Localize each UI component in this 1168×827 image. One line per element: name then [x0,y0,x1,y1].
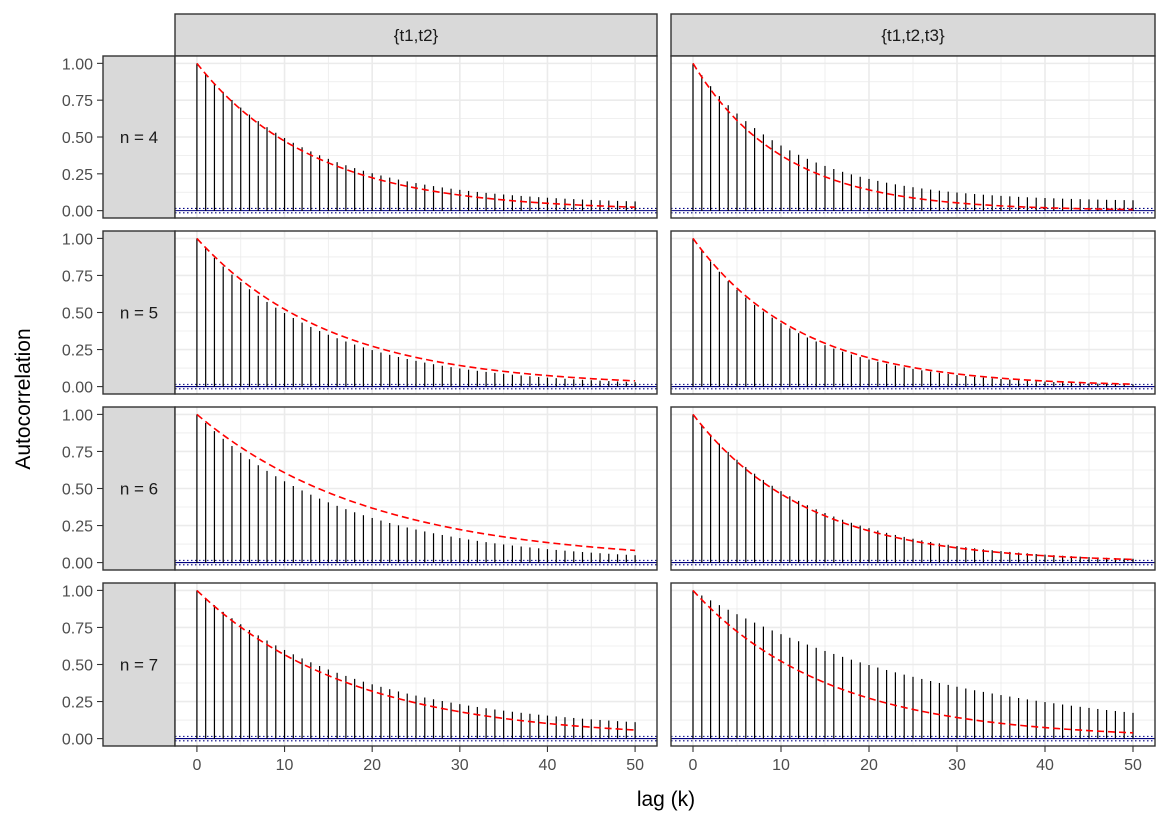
y-tick-label: 1.00 [62,407,93,424]
theoretical-curve [692,589,1134,734]
panel-border [670,55,1156,219]
column-strip-label: {t1,t2,t3} [881,26,945,45]
y-tick-label: 1.00 [62,231,93,248]
row-strip-label: n = 6 [120,480,158,499]
y-tick-label: 0.00 [62,556,93,573]
y-tick-label: 1.00 [62,56,93,73]
row-strip-label: n = 4 [120,128,158,147]
theoretical-curve [692,237,1134,385]
y-tick-label: 0.00 [62,732,93,749]
row-strip-label: n = 7 [120,656,158,675]
x-tick-label: 30 [451,757,469,774]
y-tick-label: 0.50 [62,658,93,675]
row-strip-label: n = 5 [120,304,158,323]
x-tick-label: 0 [192,757,201,774]
panel-border [670,406,1156,571]
x-tick-label: 40 [1036,757,1054,774]
row-strip [102,230,176,395]
y-tick-label: 0.50 [62,482,93,499]
panel-border [670,582,1156,747]
x-tick-label: 20 [363,757,381,774]
x-tick-label: 20 [860,757,878,774]
x-tick-label: 40 [539,757,557,774]
x-tick-label: 10 [772,757,790,774]
y-tick-label: 0.00 [62,380,93,397]
y-tick-label: 0.75 [62,620,93,637]
y-tick-label: 0.75 [62,93,93,110]
panel-border [174,406,658,571]
y-axis-title: Autocorrelation [12,328,35,469]
theoretical-curve [692,62,1134,211]
panel-border [174,230,658,395]
y-tick-label: 0.25 [62,167,93,184]
x-tick-label: 0 [689,757,698,774]
theoretical-curve [196,589,636,731]
theoretical-curve [196,413,636,552]
y-tick-label: 0.50 [62,130,93,147]
y-tick-label: 0.75 [62,268,93,285]
row-strip [102,55,176,219]
theoretical-curve [692,413,1134,561]
panel-border [670,230,1156,395]
column-strip-label: {t1,t2} [394,26,439,45]
theoretical-curve [196,237,636,382]
panel-border [174,55,658,219]
x-axis-title: lag (k) [637,788,695,811]
y-tick-label: 0.25 [62,519,93,536]
theoretical-curve [196,62,636,208]
y-tick-label: 0.50 [62,306,93,323]
column-strip [670,13,1156,57]
x-tick-label: 30 [948,757,966,774]
y-tick-label: 0.25 [62,695,93,712]
x-tick-label: 10 [276,757,294,774]
row-strip [102,406,176,571]
y-tick-label: 0.25 [62,343,93,360]
y-tick-label: 0.75 [62,444,93,461]
row-strip [102,582,176,747]
column-strip [174,13,658,57]
panel-border [174,582,658,747]
x-tick-label: 50 [626,757,644,774]
y-tick-label: 0.00 [62,204,93,221]
y-tick-label: 1.00 [62,583,93,600]
x-tick-label: 50 [1124,757,1142,774]
